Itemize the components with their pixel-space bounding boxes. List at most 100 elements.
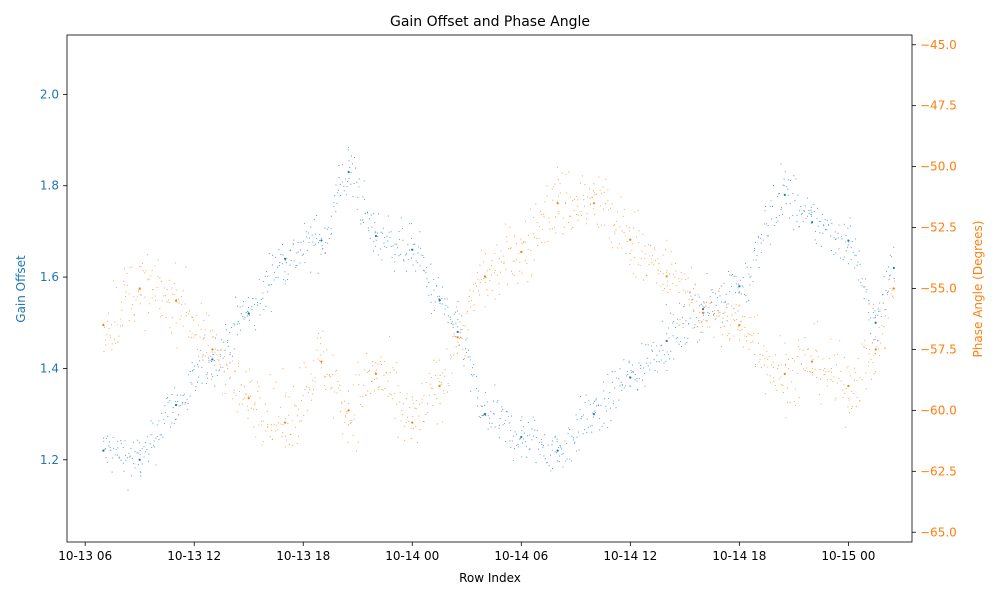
data-point: [363, 221, 365, 223]
data-point: [289, 444, 291, 446]
data-point: [439, 302, 441, 304]
data-point: [815, 377, 817, 379]
data-point: [402, 239, 404, 241]
data-point: [810, 215, 813, 217]
data-point: [241, 403, 243, 405]
data-point: [298, 435, 300, 438]
data-point: [211, 361, 213, 363]
data-point: [585, 223, 588, 225]
data-point: [443, 390, 445, 392]
data-point: [359, 219, 361, 221]
data-point: [733, 275, 735, 277]
data-point: [114, 342, 117, 344]
data-point: [654, 249, 656, 251]
data-point: [432, 405, 434, 407]
data-point: [723, 326, 725, 328]
data-point: [222, 367, 224, 369]
data-point: [872, 311, 874, 314]
data-point: [154, 446, 156, 448]
data-point: [418, 246, 420, 248]
data-point: [377, 387, 379, 389]
data-point: [267, 423, 269, 426]
data-point: [178, 405, 180, 407]
data-point: [609, 407, 611, 409]
data-point: [456, 310, 458, 312]
data-point: [190, 381, 192, 383]
data-point: [830, 219, 832, 221]
data-point: [183, 393, 185, 395]
data-point: [822, 369, 824, 371]
data-point: [824, 368, 826, 370]
data-point: [350, 171, 352, 173]
data-point: [300, 249, 302, 251]
data-point: [430, 387, 432, 389]
data-point: [202, 354, 204, 356]
data-point: [493, 413, 495, 415]
data-point: [490, 426, 492, 428]
data-point: [196, 314, 198, 316]
data-point: [719, 311, 721, 313]
data-point: [873, 373, 875, 375]
data-point: [551, 227, 553, 229]
data-point: [196, 381, 199, 383]
data-point: [229, 332, 231, 334]
data-point: [286, 279, 289, 281]
data-point: [810, 360, 814, 363]
data-point: [308, 386, 310, 389]
data-point: [363, 369, 365, 371]
data-point: [602, 186, 604, 188]
data-point: [562, 466, 564, 468]
data-point: [479, 294, 481, 296]
data-point: [529, 448, 531, 450]
data-point: [374, 231, 376, 233]
data-point: [601, 192, 603, 194]
data-point: [830, 368, 832, 370]
data-point: [207, 344, 209, 346]
data-point: [342, 433, 344, 435]
data-point: [180, 404, 182, 406]
data-point: [238, 323, 240, 325]
data-point: [344, 400, 346, 402]
data-point: [646, 362, 648, 364]
data-point: [197, 364, 199, 366]
data-point: [870, 317, 872, 319]
data-point: [721, 334, 723, 336]
data-point: [649, 362, 651, 364]
data-point: [655, 345, 657, 347]
data-point: [283, 279, 285, 281]
data-point: [572, 439, 574, 441]
data-point: [358, 178, 360, 180]
data-point: [180, 296, 182, 298]
data-point: [717, 310, 719, 312]
data-point: [242, 300, 245, 303]
data-point: [718, 315, 720, 317]
data-point: [102, 449, 105, 452]
data-point: [290, 260, 292, 262]
data-point: [473, 310, 475, 312]
data-point: [835, 238, 837, 240]
data-point: [239, 306, 241, 308]
data-point: [694, 283, 696, 285]
data-point: [737, 310, 739, 312]
y-right-tick-label: −60.0: [920, 403, 957, 417]
data-point: [798, 345, 800, 347]
data-point: [266, 271, 268, 273]
data-point: [329, 374, 331, 376]
data-point: [608, 237, 610, 239]
data-point: [614, 371, 616, 373]
data-point: [709, 295, 711, 298]
data-point: [299, 420, 301, 423]
data-point: [615, 229, 617, 231]
data-point: [684, 273, 686, 275]
data-point: [531, 273, 533, 275]
data-point: [137, 291, 139, 293]
data-point: [673, 358, 675, 360]
data-point: [317, 333, 319, 335]
data-point: [301, 254, 303, 256]
data-point: [281, 436, 283, 438]
data-point: [679, 280, 681, 282]
data-point: [822, 232, 824, 234]
data-point: [861, 343, 863, 345]
y-left-tick-label: 1.2: [40, 453, 59, 467]
data-point: [877, 314, 879, 316]
